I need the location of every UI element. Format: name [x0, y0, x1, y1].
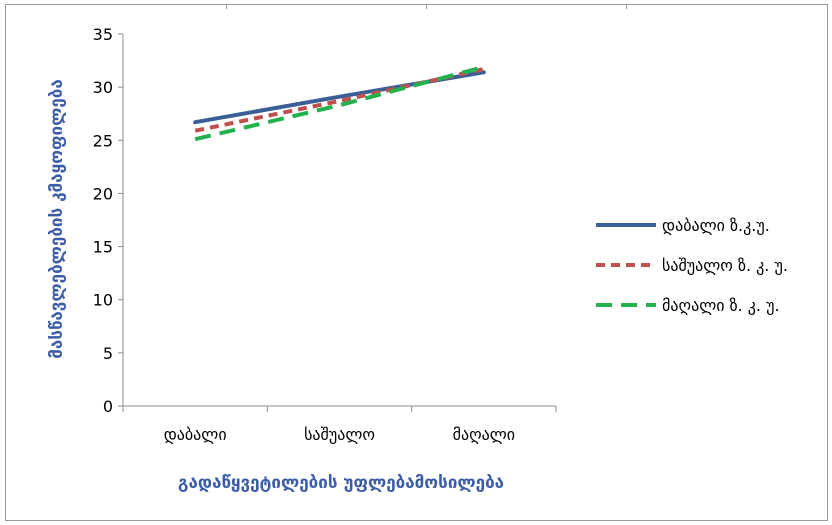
y-axis-title: მასწავლებლების კმაყოფილება — [47, 79, 67, 359]
y-tick-label: 30 — [93, 78, 113, 97]
x-tick-label: მაღალი — [453, 425, 516, 444]
y-axis: 0 5 10 15 20 25 30 35 — [93, 25, 124, 416]
x-axis: დაბალი საშუალო მაღალი — [122, 405, 557, 444]
y-tick-label: 20 — [93, 184, 113, 203]
legend: დაბალი ზ.კ.უ. საშუალო ზ. კ. უ. მაღალი ზ. კ… — [596, 216, 788, 315]
chart-frame: 0 5 10 15 20 25 30 35 დაბალი საშუალო მაღალი დაბალ… — [5, 4, 828, 521]
y-tick-label: 0 — [103, 397, 113, 416]
x-axis-title: გადაწყვეტილების უფლებამოსილება — [178, 473, 504, 493]
frame-tick-mark — [626, 5, 627, 9]
y-tick-label: 25 — [93, 131, 113, 150]
y-tick-label: 5 — [103, 344, 113, 363]
x-tick-label: დაბალი — [164, 425, 227, 444]
line-chart: 0 5 10 15 20 25 30 35 დაბალი საშუალო მაღალი დაბალ… — [47, 25, 788, 493]
y-tick-label: 15 — [93, 238, 113, 257]
series-line-2 — [194, 67, 485, 133]
series-line-3 — [194, 65, 485, 142]
legend-label-2: საშუალო ზ. კ. უ. — [662, 256, 788, 275]
y-tick-label: 35 — [93, 25, 113, 44]
x-tick-label: საშუალო — [304, 425, 375, 444]
legend-label-3: მაღალი ზ. კ. უ. — [662, 296, 780, 315]
series-lines — [193, 65, 486, 142]
legend-label-1: დაბალი ზ.კ.უ. — [662, 216, 770, 235]
frame-tick-mark — [426, 5, 427, 9]
y-tick-label: 10 — [93, 291, 113, 310]
frame-tick-mark — [226, 5, 227, 9]
